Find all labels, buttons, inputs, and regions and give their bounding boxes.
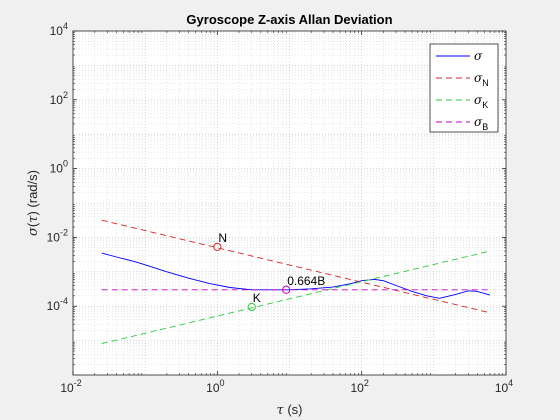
annotation-label: N (218, 231, 227, 245)
legend-symbol: σ (474, 71, 483, 85)
y-tick-label: 10-4 (47, 296, 68, 313)
y-axis-label-symbol: σ (26, 226, 41, 236)
legend-label-0: σ (474, 49, 483, 63)
plot-frame (72, 30, 507, 376)
x-tick-label: 102 (350, 378, 368, 395)
y-axis-label-unit: ) (rad/s) (25, 170, 40, 216)
x-tick-exponent: 0 (220, 378, 225, 388)
legend-subscript: N (482, 78, 489, 88)
x-axis-label: τ (s) (277, 402, 303, 418)
y-axis-label-paren: ( (25, 222, 40, 227)
legend-box (429, 43, 499, 133)
y-tick-exponent: -4 (60, 296, 68, 306)
series-layer (101, 219, 491, 345)
legend-subscript: B (482, 122, 488, 132)
x-axis-label-unit: (s) (284, 402, 303, 417)
series-line-1 (101, 219, 491, 314)
legend-label-3: σB (474, 115, 488, 132)
annotation-layer: N K 0.664B (213, 231, 325, 312)
x-tick-base: 10 (60, 381, 74, 395)
x-tick-label: 104 (495, 378, 513, 395)
x-tick-exponent: 2 (364, 378, 369, 388)
legend-subscript: K (482, 100, 488, 110)
series-line-2 (101, 250, 491, 345)
series-line-0 (101, 252, 491, 299)
y-tick-label: 102 (50, 90, 68, 107)
y-tick-label: 100 (50, 159, 68, 176)
y-axis-label: σ(τ) (rad/s) (25, 170, 41, 236)
y-tick-exponent: 4 (63, 21, 68, 31)
x-tick-base: 10 (350, 381, 364, 395)
annotation-label: K (253, 291, 261, 305)
annotation-marker (282, 285, 291, 294)
annotation-marker (247, 302, 256, 312)
legend-label-2: σK (474, 93, 488, 110)
y-tick-exponent: 0 (63, 159, 68, 169)
y-axis-label-tau: τ (26, 215, 41, 223)
legend-symbol: σ (474, 115, 483, 129)
legend-label-1: σN (474, 71, 489, 88)
x-tick-label: 100 (206, 378, 224, 395)
x-tick-base: 10 (206, 381, 220, 395)
legend-symbol: σ (474, 93, 483, 107)
annotation-label: 0.664B (287, 274, 325, 288)
x-tick-exponent: 4 (508, 378, 513, 388)
y-tick-exponent: -2 (60, 227, 68, 237)
x-tick-label: 10-2 (60, 378, 81, 395)
x-tick-exponent: -2 (74, 378, 82, 388)
x-tick-base: 10 (495, 381, 509, 395)
y-tick-base: 10 (47, 230, 61, 244)
y-tick-label: 10-2 (47, 227, 68, 244)
y-tick-base: 10 (50, 93, 64, 107)
y-tick-base: 10 (47, 299, 61, 313)
y-tick-base: 10 (50, 162, 64, 176)
y-tick-base: 10 (50, 24, 64, 38)
legend-symbol: σ (474, 49, 483, 63)
annotation-marker (213, 242, 222, 251)
y-tick-exponent: 2 (63, 90, 68, 100)
x-axis-label-symbol: τ (277, 403, 285, 418)
y-tick-label: 104 (50, 21, 68, 38)
chart-title: Gyroscope Z-axis Allan Deviation (186, 12, 392, 27)
